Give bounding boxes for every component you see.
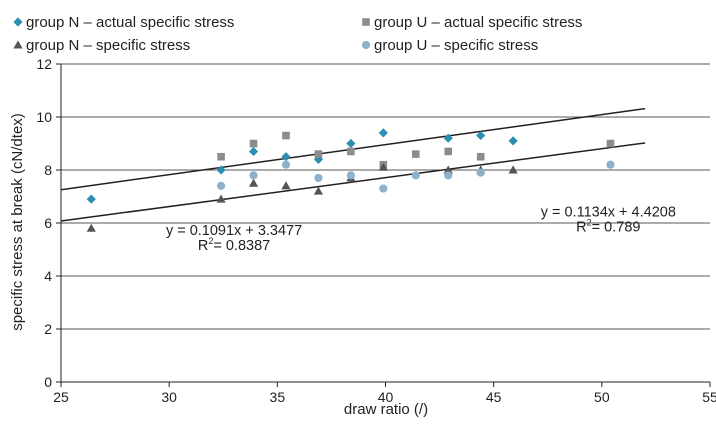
legend-marker-square-icon [362,18,370,26]
data-point [281,160,291,169]
data-point [346,171,355,180]
legend-item: group U – specific stress [361,37,538,54]
data-point [281,181,291,190]
y-tick-label: 12 [36,56,52,72]
trendline-1 [60,142,646,222]
x-tick-label: 40 [378,389,394,405]
data-point [86,194,96,204]
x-tick-label: 30 [161,389,177,405]
data-points [86,128,615,232]
y-tick-label: 10 [36,109,52,125]
legend-label: group U – specific stress [374,37,538,54]
y-tick-label: 0 [44,374,52,390]
data-point [606,139,615,148]
data-point [476,130,486,141]
legend: group N – actual specific stress group U … [13,14,582,54]
x-axis-label: draw ratio (/) [344,401,428,418]
y-axis-label: specific stress at break (cN/dtex) [9,113,26,331]
legend-marker-circle-icon [361,40,371,50]
data-point [508,165,518,174]
trendline-r2-2: R2= 0.789 [576,217,640,235]
trendline-equation-1: y = 0.1091x + 3.3477 [166,223,302,239]
data-point [347,147,355,156]
data-point [508,136,518,146]
data-point [216,165,226,175]
x-tick-label: 55 [702,389,716,405]
data-point [314,173,323,183]
y-tick-label: 4 [44,268,52,284]
data-point [443,165,453,174]
legend-item: group U – actual specific stress [362,14,582,31]
data-point [282,131,290,140]
gridlines [61,63,710,330]
series-group-n-specific-stress [86,162,518,232]
legend-label: group N – actual specific stress [26,14,234,31]
y-tick-label: 8 [44,162,52,178]
series-group-u-specific-stress [216,160,615,193]
legend-marker-triangle-icon [13,40,23,49]
legend-label: group U – actual specific stress [374,14,582,31]
legend-item: group N – actual specific stress [13,14,234,31]
x-tick-label: 35 [270,389,286,405]
data-point [249,171,258,180]
data-point [606,160,615,169]
x-tick-label: 50 [594,389,610,405]
data-point [216,194,226,203]
axes: 0 2 4 6 8 10 12 25 30 35 40 45 50 55 [36,56,716,405]
data-point [411,150,420,158]
trendline-equation-2: y = 0.1134x + 4.4208 [541,204,676,220]
data-point [411,171,420,180]
y-tick-label: 6 [44,215,52,231]
series-group-u-actual-specific-stress [217,131,615,169]
legend-marker-diamond-icon [13,17,23,27]
data-point [444,147,453,156]
x-tick-label: 25 [53,389,69,405]
data-point [476,168,485,177]
data-point [379,184,388,193]
trendline-r2-1: R2= 0.8387 [198,236,270,254]
data-point [86,223,96,232]
data-point [346,138,356,149]
data-point [314,150,323,158]
data-point [378,162,388,171]
legend-label: group N – specific stress [26,37,190,54]
data-point [444,171,453,180]
data-point [313,186,324,195]
y-tick-label: 2 [44,321,52,337]
data-point [249,139,258,148]
data-point [378,128,388,138]
series-group-n-actual-specific-stress [86,128,518,204]
data-point [217,152,225,161]
data-point [443,133,453,143]
data-point [248,178,259,187]
x-tick-label: 45 [486,389,502,405]
data-point [281,152,291,162]
data-point [248,146,259,157]
data-point [476,152,485,161]
data-point [216,181,226,190]
legend-item: group N – specific stress [13,37,190,54]
